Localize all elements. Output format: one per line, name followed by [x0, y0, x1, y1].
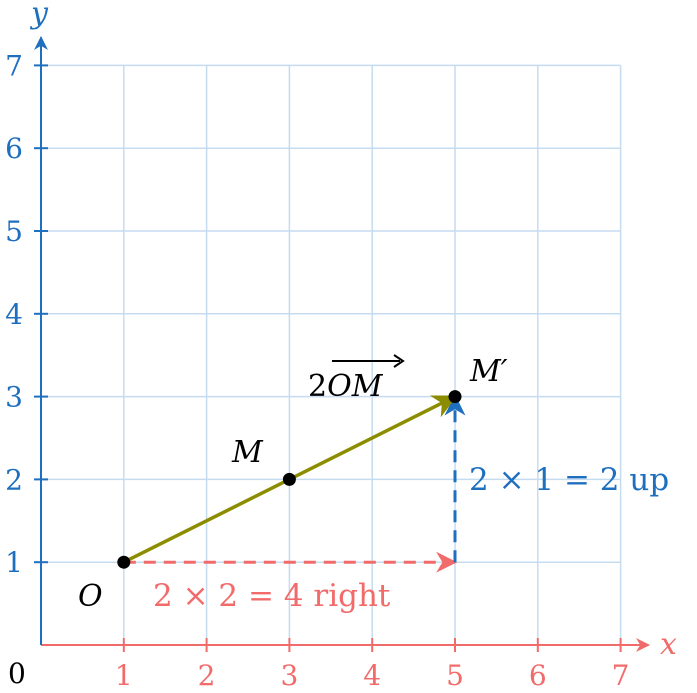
y-tick-label: 1	[5, 546, 23, 579]
x-tick-label: 4	[363, 659, 381, 692]
point-label-m-prime: M′	[469, 354, 508, 389]
horizontal-step-label: 2 × 2 = 4 right	[153, 578, 391, 614]
point-label-o: O	[78, 579, 103, 614]
origin-label: 0	[8, 657, 26, 690]
x-tick-label: 1	[115, 659, 133, 692]
x-tick-label: 5	[446, 659, 464, 692]
x-axis-label: x	[660, 627, 677, 662]
vector-overarrow-icon	[332, 354, 405, 368]
x-tick-label: 3	[280, 659, 298, 692]
step-arrows	[123, 394, 466, 573]
point-o	[117, 555, 131, 569]
x-tick-label: 6	[529, 659, 547, 692]
y-axis-label: y	[29, 0, 49, 31]
y-tick-label: 4	[5, 298, 23, 331]
y-tick-label: 5	[5, 215, 23, 248]
y-tick-label: 7	[5, 49, 23, 82]
y-tick-label: 6	[5, 132, 23, 165]
axes	[34, 36, 650, 652]
x-tick-label: 7	[612, 659, 630, 692]
tick-marks: 1 2 3 4 5 6 7 1 2 3 4 5 6 7	[5, 49, 629, 692]
vector-label-scalar: 2	[308, 369, 327, 404]
y-tick-label: 3	[5, 381, 23, 414]
point-m	[282, 472, 296, 486]
point-m-prime	[448, 390, 462, 404]
grid	[41, 64, 622, 645]
svg-text:2OM: 2OM	[308, 369, 384, 404]
y-tick-label: 2	[5, 463, 23, 496]
vector-label-letters: OM	[327, 369, 384, 404]
x-tick-label: 2	[198, 659, 216, 692]
point-label-m: M	[231, 435, 264, 470]
points	[117, 390, 462, 569]
vertical-step-label: 2 × 1 = 2 up	[469, 462, 669, 498]
vector-label: 2OM	[308, 354, 405, 404]
